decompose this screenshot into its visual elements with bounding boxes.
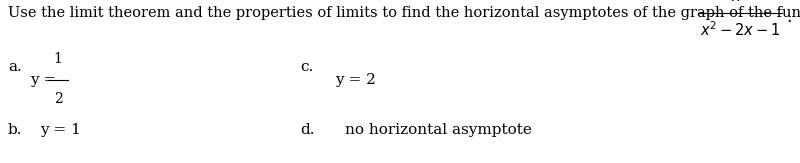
Text: 1: 1 <box>54 52 62 66</box>
Text: c.: c. <box>300 60 314 74</box>
Text: Use the limit theorem and the properties of limits to find the horizontal asympt: Use the limit theorem and the properties… <box>8 6 800 20</box>
Text: y = 2: y = 2 <box>335 73 376 87</box>
Text: no horizontal asymptote: no horizontal asymptote <box>345 123 532 137</box>
Text: .: . <box>786 8 791 25</box>
Text: a.: a. <box>8 60 22 74</box>
Text: y = 1: y = 1 <box>40 123 81 137</box>
Text: y =: y = <box>30 73 56 87</box>
Text: b.: b. <box>8 123 22 137</box>
Text: $x^2-2x-1$: $x^2-2x-1$ <box>700 21 780 39</box>
Text: d.: d. <box>300 123 314 137</box>
Text: $x^2$: $x^2$ <box>731 0 749 5</box>
Text: 2: 2 <box>54 92 62 106</box>
